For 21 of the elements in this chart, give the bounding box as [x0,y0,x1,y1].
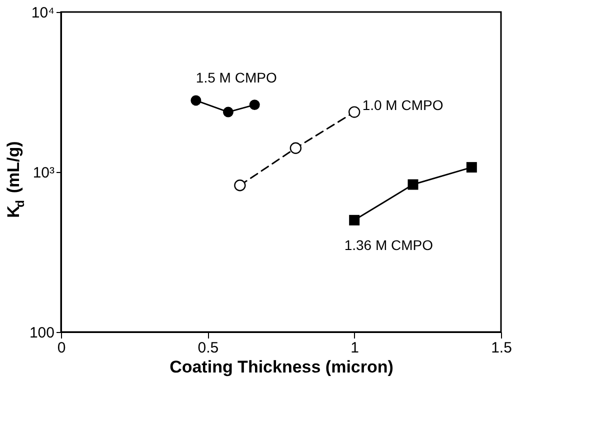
point [249,100,260,110]
point [222,106,234,118]
x-axis-title: Coating Thickness (micron) [170,358,394,376]
point [348,106,360,118]
point [234,180,246,192]
point [190,95,202,106]
point [349,214,360,226]
series-label: 1.5 M CMPO [196,69,277,86]
y-tick-label: 10⁴ [31,4,54,22]
point [408,179,418,190]
x-tick-label: 0.5 [198,340,219,356]
y-tick-label: 100 [29,324,54,342]
x-tick-label: 0 [57,340,66,356]
y-axis-title: Kd (mL/g) [4,141,27,218]
point [290,142,302,154]
y-tick-label: 10³ [32,164,54,182]
x-tick-label: 1 [350,340,360,356]
series-label: 1.0 M CMPO [362,97,444,114]
x-tick-label: 1.5 [491,340,512,356]
point [466,162,477,173]
series-label: 1.36 M CMPO [344,237,434,254]
